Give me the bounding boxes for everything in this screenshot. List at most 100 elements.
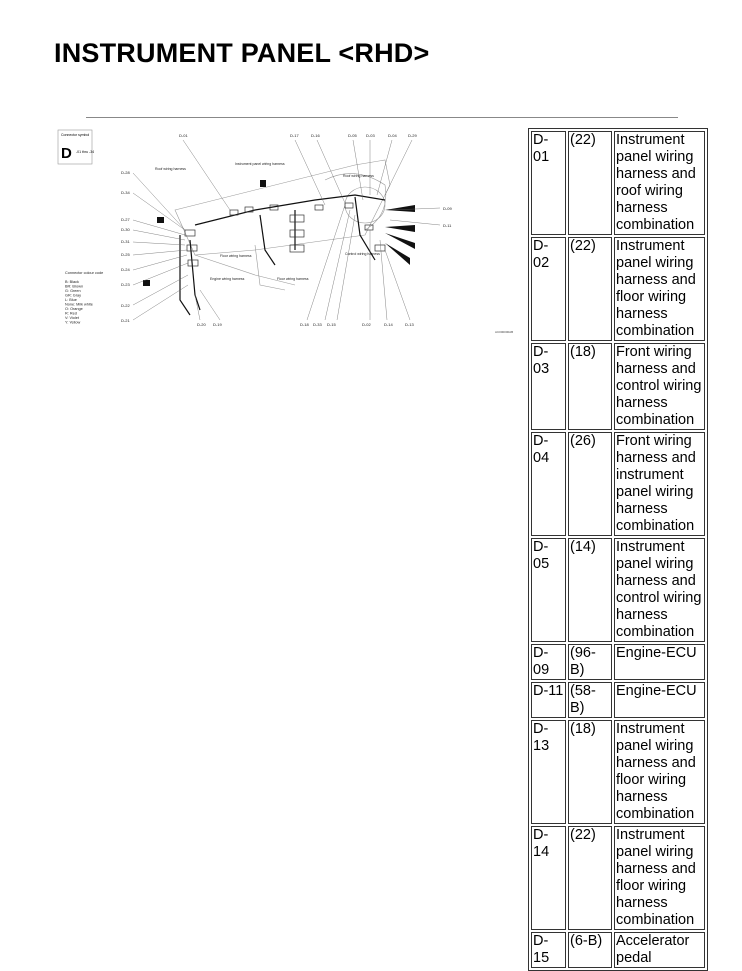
connector-id: D-11 xyxy=(531,682,566,718)
connector-labels: D-01 D-17 D-16 D-05 D-03 D-04 D-29 D-28 … xyxy=(121,133,452,327)
divider xyxy=(86,117,678,118)
svg-text:Floor wiring harness: Floor wiring harness xyxy=(277,277,309,281)
connector-description: Front wiring harness and control wiring … xyxy=(614,343,705,430)
svg-text:O: Orange: O: Orange xyxy=(65,307,83,311)
connector-row: D-03 (18) Front wiring harness and control… xyxy=(531,343,705,430)
connector-id: D-15 xyxy=(531,932,566,968)
svg-text:V: Violet: V: Violet xyxy=(65,316,80,320)
svg-text:D: D xyxy=(61,145,72,162)
svg-text:D-04: D-04 xyxy=(388,133,397,138)
connector-row: D-11 (58-B) Engine-ECU xyxy=(531,682,705,718)
svg-text:B: Black: B: Black xyxy=(65,280,79,284)
connector-id: D-13 xyxy=(531,720,566,824)
svg-text:Connector colour code: Connector colour code xyxy=(65,271,103,275)
dashboard-outline xyxy=(174,159,391,291)
connector-description: Instrument panel wiring harness and floo… xyxy=(614,720,705,824)
svg-text:D-05: D-05 xyxy=(348,133,357,138)
svg-text:D-23: D-23 xyxy=(121,282,130,287)
harness-labels: Roof wiring harness Instrument panel wir… xyxy=(155,162,380,281)
leader-lines xyxy=(132,139,441,321)
connector-id: D-01 xyxy=(531,131,566,235)
pin-count: (22) xyxy=(568,131,612,235)
connector-description: Instrument panel wiring harness and floo… xyxy=(614,826,705,930)
pin-count: (14) xyxy=(568,538,612,642)
svg-text:D-14: D-14 xyxy=(384,322,393,327)
svg-text:Y: Yellow: Y: Yellow xyxy=(65,321,80,325)
connector-row: D-02 (22) Instrument panel wiring harness … xyxy=(531,237,705,341)
svg-text:D-30: D-30 xyxy=(121,227,130,232)
svg-text:GR: Gray: GR: Gray xyxy=(65,294,81,298)
svg-text:D-15: D-15 xyxy=(327,322,336,327)
svg-text:D-27: D-27 xyxy=(121,217,130,222)
legend-box: Connector symbol D -01 thru -34 xyxy=(57,129,94,165)
svg-text:Control wiring harness: Control wiring harness xyxy=(345,252,380,256)
colour-code-legend: Connector colour code B: Black BR: Brown… xyxy=(65,271,103,325)
svg-text:D-16: D-16 xyxy=(311,133,320,138)
svg-text:D-09: D-09 xyxy=(443,206,452,211)
svg-text:L: Blue: L: Blue xyxy=(65,298,77,302)
figure-id: AC000000AB xyxy=(495,330,513,334)
pin-count: (26) xyxy=(568,432,612,536)
svg-text:D-29: D-29 xyxy=(408,133,417,138)
svg-text:D-22: D-22 xyxy=(121,303,130,308)
connector-description: Engine-ECU xyxy=(614,644,705,680)
svg-text:D-28: D-28 xyxy=(121,170,130,175)
connector-row: D-14 (22) Instrument panel wiring harness … xyxy=(531,826,705,930)
pin-count: (18) xyxy=(568,720,612,824)
connector-row: D-13 (18) Instrument panel wiring harness … xyxy=(531,720,705,824)
svg-text:G: Green: G: Green xyxy=(65,289,81,293)
connector-description: Engine-ECU xyxy=(614,682,705,718)
svg-text:D-34: D-34 xyxy=(121,190,130,195)
svg-text:D-21: D-21 xyxy=(121,318,130,323)
svg-text:Connector symbol: Connector symbol xyxy=(61,133,89,137)
connectors xyxy=(184,202,386,267)
connector-table: D-01 (22) Instrument panel wiring harness … xyxy=(528,128,708,971)
svg-text:D-02: D-02 xyxy=(362,322,371,327)
svg-text:D-20: D-20 xyxy=(197,322,206,327)
svg-text:D-33: D-33 xyxy=(313,322,322,327)
connector-row: D-09 (96-B) Engine-ECU xyxy=(531,644,705,680)
connector-description: Front wiring harness and instrument pane… xyxy=(614,432,705,536)
svg-text:-01 thru -34: -01 thru -34 xyxy=(76,150,94,154)
connector-row: D-04 (26) Front wiring harness and instrum… xyxy=(531,432,705,536)
svg-text:Engine wiring harness: Engine wiring harness xyxy=(210,277,245,281)
pin-count: (22) xyxy=(568,826,612,930)
connector-row: D-15 (6-B) Accelerator pedal xyxy=(531,932,705,968)
svg-text:D-11: D-11 xyxy=(443,223,452,228)
connector-id: D-05 xyxy=(531,538,566,642)
svg-text:D-13: D-13 xyxy=(405,322,414,327)
svg-text:Roof wiring harness: Roof wiring harness xyxy=(343,174,374,178)
connector-id: D-09 xyxy=(531,644,566,680)
connector-id: D-14 xyxy=(531,826,566,930)
pin-count: (96-B) xyxy=(568,644,612,680)
connector-description: Instrument panel wiring harness and roof… xyxy=(614,131,705,235)
svg-text:D-18: D-18 xyxy=(300,322,309,327)
connector-description: Instrument panel wiring harness and floo… xyxy=(614,237,705,341)
svg-text:D-25: D-25 xyxy=(121,252,130,257)
pin-count: (58-B) xyxy=(568,682,612,718)
svg-text:Instrument panel wiring harnes: Instrument panel wiring harness xyxy=(235,162,285,166)
connector-row: D-05 (14) Instrument panel wiring harness … xyxy=(531,538,705,642)
svg-text:None: Milk white: None: Milk white xyxy=(65,303,93,307)
connector-id: D-04 xyxy=(531,432,566,536)
svg-text:BR: Brown: BR: Brown xyxy=(65,285,83,289)
pin-count: (6-B) xyxy=(568,932,612,968)
svg-text:D-01: D-01 xyxy=(179,133,188,138)
connector-id: D-02 xyxy=(531,237,566,341)
pin-count: (18) xyxy=(568,343,612,430)
svg-text:D-24: D-24 xyxy=(121,267,130,272)
svg-text:D-17: D-17 xyxy=(290,133,299,138)
svg-text:R: Red: R: Red xyxy=(65,312,77,316)
connector-description: Instrument panel wiring harness and cont… xyxy=(614,538,705,642)
connector-id: D-03 xyxy=(531,343,566,430)
svg-text:Floor wiring harness: Floor wiring harness xyxy=(220,254,252,258)
pin-count: (22) xyxy=(568,237,612,341)
svg-text:D-03: D-03 xyxy=(366,133,375,138)
connector-row: D-01 (22) Instrument panel wiring harness … xyxy=(531,131,705,235)
wiring-diagram: Connector symbol D -01 thru -34 xyxy=(57,129,513,334)
svg-text:Roof wiring harness: Roof wiring harness xyxy=(155,167,186,171)
connector-description: Accelerator pedal xyxy=(614,932,705,968)
connector-markers xyxy=(143,180,415,286)
svg-text:D-31: D-31 xyxy=(121,239,130,244)
page-title: INSTRUMENT PANEL <RHD> xyxy=(54,38,430,68)
